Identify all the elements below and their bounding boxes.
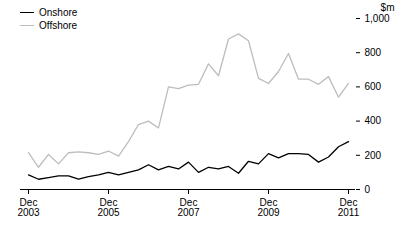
svg-text:1,000: 1,000 [365,13,390,24]
svg-text:Dec2007: Dec2007 [177,197,200,218]
svg-text:Dec2003: Dec2003 [17,197,40,218]
svg-text:800: 800 [365,47,382,58]
html-text:Offshore: Offshore [39,20,78,31]
svg-text:0: 0 [365,184,371,195]
svg-text:400: 400 [365,115,382,126]
svg-text:600: 600 [365,81,382,92]
svg-text:Dec2005: Dec2005 [97,197,120,218]
svg-text:Dec2011: Dec2011 [338,197,360,218]
svg-text:200: 200 [365,150,382,161]
svg-text:Dec2009: Dec2009 [257,197,280,218]
svg-text:$m: $m [381,2,395,13]
html-text:Onshore: Onshore [39,7,78,18]
